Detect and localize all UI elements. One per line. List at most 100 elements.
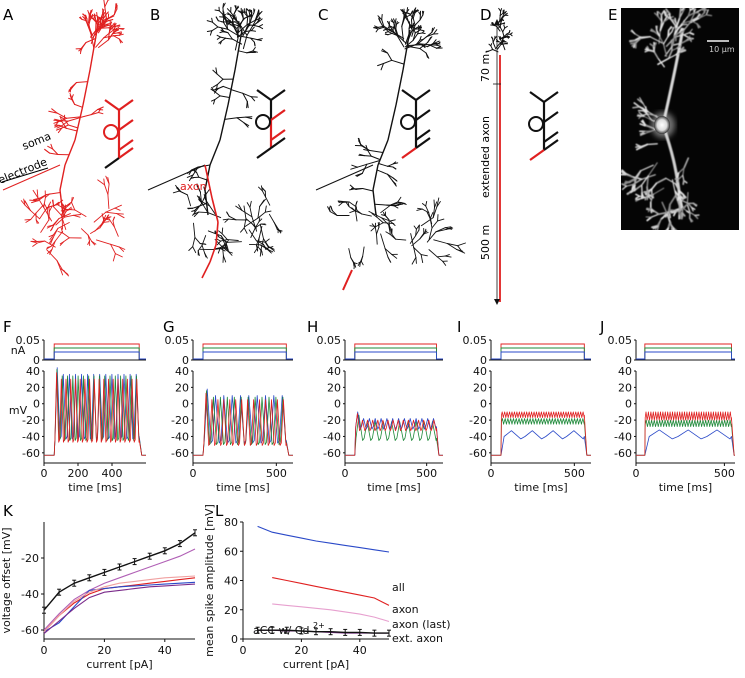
tick-label: 0 [342,467,349,480]
panel-label-f: F [3,318,12,336]
y-tick-label: 0 [231,633,238,646]
x-axis-label: time [ms] [659,481,712,494]
segment-70um-label: 70 m [479,54,492,82]
tick-label: 40 [618,365,632,378]
x-tick-label: 20 [294,644,308,657]
tick-label: -60 [171,447,189,460]
y-tick-label: -60 [21,624,39,637]
tick-label: 0 [334,398,341,411]
panel-label-d: D [480,6,492,24]
schematic-d [528,91,559,161]
panel-label-g: G [163,318,175,336]
voltage-trace [636,429,735,456]
schematic-c [400,89,431,159]
voltage-trace [491,411,591,456]
tick-label: 20 [618,381,632,394]
x-tick-label: 0 [240,644,247,657]
series-label: ext. axon [392,632,443,645]
x-axis-label: time [ms] [367,481,420,494]
x-axis-label: current [pA] [86,658,152,671]
y-axis-label: mean spike amplitude [mV] [203,504,216,657]
voltage-trace [491,418,591,456]
series-line [43,532,196,611]
series-label: all [392,581,405,594]
panel-label-e: E [608,6,617,24]
panel-label-b: B [150,6,160,24]
tick-label: -20 [469,414,487,427]
chart-spike-amplitude: 0 20 40 80 60 40 20 0 current [pA] mean spike amp… [203,504,451,671]
y-tick-label: 80 [224,516,238,529]
tick-label: 0 [334,354,341,367]
tick-label: -40 [469,430,487,443]
schematic-b [255,89,286,159]
series-line [257,525,390,553]
tick-label: -40 [22,430,40,443]
tick-label: 20 [175,381,189,394]
soma-blob [654,116,670,134]
series-line [43,575,196,633]
voltage-trace [193,392,293,456]
panel-label-i: I [457,318,461,336]
voltage-unit-label: mV [9,404,28,417]
panel-label-j: J [599,318,604,336]
annotation-superscript: 2+ [313,621,325,630]
panel-label-l: L [215,502,224,520]
tick-label: 500 [564,467,585,480]
tick-label: 0 [182,354,189,367]
y-axis-label: voltage offset [mV] [0,527,13,633]
x-axis-label: time [ms] [68,481,121,494]
series-line [257,629,389,634]
voltage-trace [345,413,443,456]
tick-label: 0.05 [463,334,488,347]
tick-label: 0 [625,398,632,411]
tick-label: -60 [22,447,40,460]
x-tick-label: 40 [158,644,172,657]
tick-label: 0.05 [317,334,342,347]
neuron-morphology-a [2,0,126,277]
panel-label-a: A [3,6,14,24]
chart-voltage-offset: 0 20 40 -20 -40 -60 current [pA] voltage offset… [0,522,197,671]
series-label: axon (last) [392,618,451,631]
tick-label: 40 [26,365,40,378]
series-line [272,577,390,606]
voltage-trace [636,411,735,456]
neuron-morphology-d [485,7,513,305]
tick-label: 40 [327,365,341,378]
tick-label: 20 [26,381,40,394]
series-line [43,583,196,635]
neuron-morphology-c [315,7,466,291]
panel-label-k: K [3,502,14,520]
x-axis-label: time [ms] [216,481,269,494]
x-tick-label: 0 [41,644,48,657]
y-tick-label: -20 [21,552,39,565]
tick-label: 0 [480,398,487,411]
tick-label: 0 [41,467,48,480]
tick-label: 20 [473,381,487,394]
voltage-trace [491,430,591,456]
series-line [272,603,390,623]
segment-500um-label: 500 m [479,225,492,260]
tick-label: 500 [266,467,287,480]
y-tick-label: 40 [224,575,238,588]
tick-label: 0.05 [165,334,190,347]
y-tick-label: 20 [224,604,238,617]
soma-label: soma [20,130,53,153]
x-tick-label: 40 [353,644,367,657]
schematic-a [103,99,134,169]
axon-label: axon [180,180,207,193]
tick-label: 0 [633,467,640,480]
tick-label: -60 [323,447,341,460]
tick-label: 0 [488,467,495,480]
tick-label: -40 [323,430,341,443]
annotation-label: aCC w/ Cd [253,624,309,637]
voltage-trace [44,372,146,456]
tick-label: 40 [473,365,487,378]
tick-label: 0 [33,354,40,367]
tick-label: 0.05 [608,334,633,347]
